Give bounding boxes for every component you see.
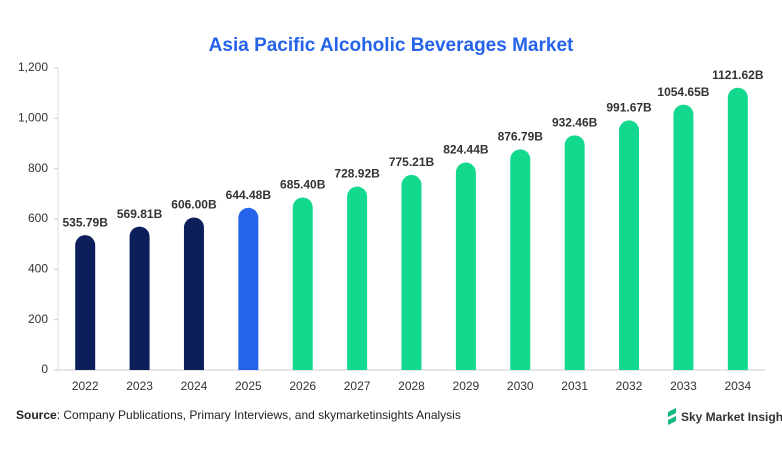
value-label: 1054.65B [657, 85, 709, 99]
x-tick-label: 2033 [670, 379, 697, 393]
value-label: 1121.62B [712, 68, 764, 82]
y-tick-label: 400 [28, 262, 48, 276]
bar [673, 104, 694, 370]
value-label: 775.21B [389, 155, 435, 169]
x-tick-label: 2030 [507, 379, 534, 393]
x-tick-label: 2027 [344, 379, 371, 393]
bar [347, 186, 368, 370]
x-tick-label: 2026 [289, 379, 316, 393]
source: Source: Company Publications, Primary In… [16, 408, 461, 422]
x-tick-label: 2025 [235, 379, 262, 393]
chart-title: Asia Pacific Alcoholic Beverages Market [209, 35, 574, 56]
logo-icon [668, 408, 676, 425]
x-tick-label: 2032 [616, 379, 643, 393]
bar [75, 235, 96, 370]
bar [238, 207, 259, 370]
x-tick-label: 2028 [398, 379, 425, 393]
value-label: 685.40B [280, 178, 326, 192]
x-tick-label: 2029 [453, 379, 480, 393]
value-label: 876.79B [498, 130, 544, 144]
y-tick-label: 0 [41, 362, 48, 376]
bar [292, 197, 313, 370]
bar [129, 226, 150, 370]
x-tick-label: 2023 [126, 379, 153, 393]
value-label: 728.92B [334, 167, 380, 181]
logo: Sky Market Insights [668, 408, 782, 425]
bar [619, 120, 640, 370]
bar [564, 135, 585, 370]
y-tick-label: 200 [28, 312, 48, 326]
bar [401, 174, 422, 370]
bar [510, 149, 531, 370]
y-tick-label: 600 [28, 211, 48, 225]
value-label: 569.81B [117, 207, 163, 221]
source-label: Source [16, 408, 57, 422]
source-text: : Company Publications, Primary Intervie… [57, 408, 461, 422]
logo-text: Sky Market Insights [681, 410, 782, 424]
x-tick-label: 2024 [181, 379, 208, 393]
y-tick-label: 1,000 [18, 111, 48, 125]
value-label: 644.48B [226, 188, 272, 202]
value-label: 991.67B [606, 101, 652, 115]
bar [455, 162, 476, 370]
x-tick-label: 2034 [724, 379, 751, 393]
value-label: 535.79B [63, 215, 109, 229]
value-label: 932.46B [552, 116, 598, 130]
value-label: 606.00B [171, 198, 217, 212]
value-label: 824.44B [443, 143, 489, 157]
y-tick-label: 1,200 [18, 60, 48, 74]
x-tick-label: 2022 [72, 379, 99, 393]
y-tick-label: 800 [28, 161, 48, 175]
bar [727, 87, 748, 370]
bar [183, 217, 204, 370]
x-tick-label: 2031 [561, 379, 588, 393]
